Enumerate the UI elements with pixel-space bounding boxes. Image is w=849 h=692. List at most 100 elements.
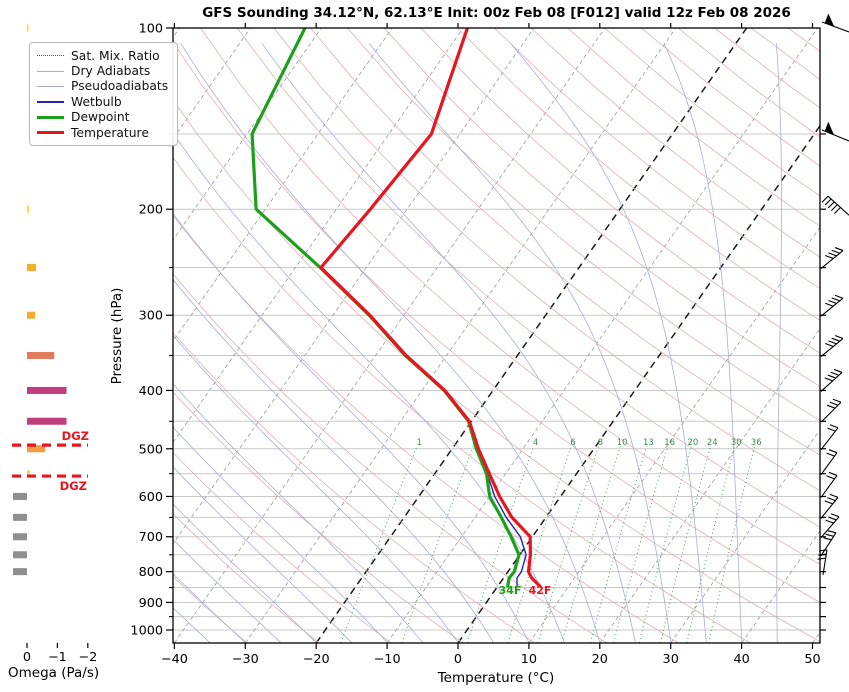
tick-label: −30 — [232, 652, 259, 667]
pseudoadiabat — [368, 42, 672, 643]
tick-label: 1000 — [130, 624, 163, 639]
legend-item-dry-adiabats: Dry Adiabats — [37, 63, 168, 78]
dgz-label-lower: DGZ — [59, 479, 87, 493]
isotherm — [812, 631, 820, 643]
legend-item-dewpoint: Dewpoint — [37, 110, 168, 125]
surface-temperature-label: 42F — [528, 584, 552, 597]
pseudoadiabat-line-swatch — [37, 85, 64, 87]
tick-label: 100 — [139, 22, 163, 37]
isotherm — [173, 28, 535, 545]
pseudoadiabat — [173, 503, 317, 643]
wind-barb-feather — [829, 401, 839, 406]
mixing-ratio-label: 20 — [688, 438, 699, 448]
isotherm — [244, 28, 677, 643]
wind-barb-staff — [820, 427, 839, 451]
temperature-line-swatch — [37, 130, 64, 135]
wind-barb-feather — [828, 471, 838, 476]
dry-adiabat — [273, 28, 820, 492]
omega-bars — [12, 24, 88, 576]
dry-adiabat — [173, 331, 535, 643]
temperature-curve — [319, 28, 542, 588]
pseudoadiabat — [173, 426, 388, 643]
pseudoadiabat — [173, 212, 530, 643]
pseudoadiabat — [173, 383, 424, 643]
wetbulb-line-swatch — [37, 100, 64, 103]
mixing-ratio-label: 4 — [533, 438, 538, 448]
isotherm — [599, 327, 820, 643]
tick-label: 10 — [521, 652, 537, 667]
tick-label: 20 — [592, 652, 608, 667]
surface-dewpoint-label: 34F — [498, 584, 522, 597]
wind-barb-feather — [828, 252, 837, 257]
mixing-ratio-label: 6 — [570, 438, 575, 448]
wind-barb-feather — [830, 204, 838, 212]
legend-item-wetbulb: Wetbulb — [37, 94, 168, 109]
wind-barb-feather — [828, 516, 837, 521]
omega-bar — [27, 264, 37, 272]
wind-barb-feather — [829, 493, 839, 498]
wind-barb-feather — [821, 195, 829, 203]
mixing-ratio-label: 30 — [731, 438, 742, 448]
wind-barb-staff — [820, 516, 840, 539]
legend-label: Temperature — [71, 125, 149, 140]
wind-barb-feather — [818, 549, 828, 552]
wind-barb-feather — [817, 557, 826, 560]
wind-barb-feather — [827, 427, 836, 432]
pseudoadiabat — [663, 43, 743, 643]
y-axis-title: Pressure (hPa) — [109, 287, 125, 385]
dry-adiabat — [173, 576, 248, 643]
dry-adiabat — [173, 156, 751, 643]
tick-label: 400 — [139, 384, 163, 399]
mixing-ratio-line — [507, 446, 572, 643]
tick-label: 40 — [733, 652, 749, 667]
pseudoadiabat — [173, 278, 494, 643]
plot-area: 1 2 4 6 8 10 13 16 20 24 30 36 — [173, 28, 849, 643]
omega-bar — [13, 568, 27, 576]
mixing-ratio-label: 24 — [707, 438, 718, 448]
wind-barb-pennant — [824, 13, 835, 27]
tick-label: −40 — [161, 652, 188, 667]
dry-adiabat — [825, 28, 849, 643]
mixing-ratio-line — [708, 446, 756, 643]
mixing-ratio-line — [613, 446, 669, 643]
legend-item-pseudoadiabats: Pseudoadiabats — [37, 79, 168, 94]
omega-axis-title: Omega (Pa/s) — [8, 665, 100, 681]
mixing-ratio-line — [590, 446, 648, 643]
wind-barb-feather — [825, 302, 834, 307]
wind-barb-staff — [827, 195, 849, 216]
dry-adiabat-line-swatch — [37, 70, 64, 72]
tick-label: 0 — [23, 650, 31, 665]
wind-barb-staff — [820, 475, 838, 498]
mixing-ratio-line — [638, 446, 692, 643]
isotherm — [173, 28, 251, 140]
pseudoadiabat — [180, 42, 601, 643]
dry-adiabat — [347, 28, 820, 421]
wind-barbs — [817, 13, 849, 575]
dry-adiabat — [494, 28, 820, 290]
mixing-ratio-label: 36 — [751, 438, 762, 448]
tick-label: 30 — [663, 652, 679, 667]
pseudoadiabat — [173, 334, 459, 643]
wind-barb-feather — [834, 335, 844, 340]
dry-adiabat — [173, 513, 320, 643]
tick-label: 300 — [139, 309, 163, 324]
dry-adiabat — [420, 28, 820, 354]
mixing-ratio-line — [537, 446, 599, 643]
tick-label: 900 — [139, 596, 163, 611]
wind-barb-feather — [830, 513, 840, 518]
wind-barb-feather — [827, 201, 835, 209]
dry-adiabat — [310, 28, 820, 456]
wind-barb-feather — [831, 297, 840, 302]
wind-barb-feather — [828, 449, 838, 454]
mixing-ratio-label: 16 — [664, 438, 675, 448]
dry-adiabat — [236, 28, 820, 528]
omega-bar — [27, 417, 67, 425]
omega-bar — [13, 492, 27, 500]
tick-label: −2 — [78, 650, 97, 665]
wind-barb-pennant — [824, 121, 835, 135]
legend-label: Dewpoint — [71, 110, 130, 125]
wind-barb-feather — [831, 249, 840, 254]
mixing-ratio-line — [660, 446, 712, 643]
